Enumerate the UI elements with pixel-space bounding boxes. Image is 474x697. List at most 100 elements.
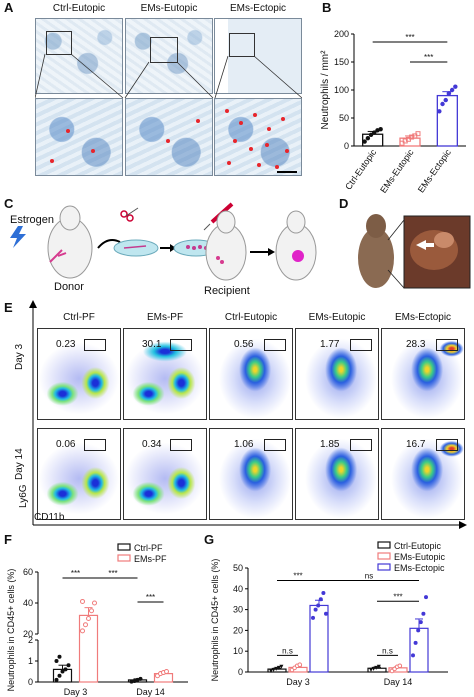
neutrophil-marker xyxy=(166,139,170,143)
legend-swatch xyxy=(117,554,131,562)
flow-y-axis-label: Ly6G xyxy=(18,484,29,508)
data-point xyxy=(274,666,279,671)
x-tick-label: EMs-Eutopic xyxy=(378,147,416,195)
data-point xyxy=(313,607,318,612)
data-point xyxy=(365,135,371,141)
data-point xyxy=(413,640,418,645)
petri-dish-icon xyxy=(113,239,159,257)
gate-percentage: 0.23 xyxy=(56,339,76,350)
mouse-photo xyxy=(348,210,473,295)
y-axis-label: Neutrophils in CD45+ cells (%) xyxy=(6,569,16,692)
data-point xyxy=(371,666,376,671)
y-tick-label: 40 xyxy=(23,598,33,608)
y-tick-label: 50 xyxy=(339,113,349,123)
neutrophil-marker xyxy=(91,149,95,153)
data-point xyxy=(54,677,59,682)
data-point xyxy=(318,597,323,602)
flow-plot: 1.85 xyxy=(295,428,379,520)
gate-box xyxy=(84,339,106,351)
zoom-box xyxy=(46,31,72,55)
row-label-day14: Day 14 xyxy=(14,448,25,480)
data-point xyxy=(416,628,421,633)
flow-plot: 0.34 xyxy=(123,428,207,520)
panel-label-c: C xyxy=(4,196,14,211)
y-tick-label: 20 xyxy=(233,625,243,635)
recipient-mouse-icon xyxy=(205,210,247,281)
data-point xyxy=(369,667,373,672)
data-point xyxy=(92,600,97,606)
data-point xyxy=(453,84,458,89)
panel-label-g: G xyxy=(204,532,215,547)
y-tick-label: 30 xyxy=(233,605,243,615)
bar xyxy=(52,668,73,683)
data-point xyxy=(446,91,452,96)
data-point xyxy=(311,615,315,620)
significance-label: *** xyxy=(405,33,414,42)
gate-percentage: 0.06 xyxy=(56,439,76,450)
significance-label: *** xyxy=(293,571,302,580)
gate-box xyxy=(350,439,372,451)
data-point xyxy=(362,139,367,144)
y-tick-label: 200 xyxy=(334,29,349,39)
arrow-pointer-icon xyxy=(416,240,434,250)
significance-label: *** xyxy=(393,592,402,601)
neutrophil-marker xyxy=(66,129,70,133)
data-point xyxy=(372,130,377,135)
data-point xyxy=(57,673,62,678)
flow-x-axis-label: CD11b xyxy=(34,512,65,523)
histology-ems-eutopic-low xyxy=(125,18,213,94)
flow-column-header: EMs-Eutopic xyxy=(308,312,366,323)
x-tick-label: Day 3 xyxy=(286,677,310,687)
histology-ctrl-eutopic-low xyxy=(35,18,123,94)
significance-label: n.s xyxy=(382,646,393,655)
flow-axes-arrows xyxy=(29,300,467,529)
chart-b-neutrophil-density: 0 50 100 150 200 Neutrophils / mm² Ctrl-Eutopi… xyxy=(320,29,466,195)
scale-bar xyxy=(277,171,297,173)
gate-box xyxy=(170,439,192,451)
gate-percentage: 1.06 xyxy=(234,439,254,450)
data-point xyxy=(89,608,94,614)
gate-percentage: 0.56 xyxy=(234,339,254,350)
y-tick-label: 150 xyxy=(334,57,349,67)
data-point xyxy=(297,662,303,668)
neutrophil-marker xyxy=(196,119,200,123)
arrow-icon xyxy=(97,239,121,249)
data-point xyxy=(449,87,455,93)
y-tick-label: 10 xyxy=(233,646,243,656)
donor-label: Donor xyxy=(54,281,84,293)
histology-ems-eutopic-high xyxy=(125,98,213,176)
significance-label: *** xyxy=(146,593,155,602)
data-point xyxy=(135,677,140,682)
histology-ems-ectopic-low xyxy=(214,18,302,94)
bar xyxy=(436,94,458,147)
gate-box xyxy=(84,439,106,451)
legend-swatch xyxy=(377,541,391,549)
significance-label: *** xyxy=(108,569,117,578)
y-tick-label: 50 xyxy=(233,563,243,573)
flow-column-header: Ctrl-Eutopic xyxy=(224,312,278,323)
y-tick-label: 0 xyxy=(28,677,33,687)
histology-ems-ectopic-high xyxy=(214,98,302,176)
gate-box xyxy=(264,339,286,351)
bar xyxy=(78,614,99,683)
neutrophil-marker xyxy=(50,159,54,163)
zoom-box xyxy=(150,37,178,63)
gate-box xyxy=(436,339,458,351)
data-point xyxy=(321,590,326,595)
flow-column-header: EMs-PF xyxy=(146,312,184,323)
panel-a-header-ems-eutopic: EMs-Eutopic xyxy=(140,3,198,14)
y-axis-label: Neutrophils / mm² xyxy=(320,50,331,130)
y-tick-label: 0 xyxy=(238,667,243,677)
data-point xyxy=(421,611,426,616)
x-tick-label: Day 3 xyxy=(64,687,88,697)
legend-swatch xyxy=(377,563,391,571)
recipient-label: Recipient xyxy=(204,285,250,297)
data-point xyxy=(324,611,328,616)
y-tick-label: 1 xyxy=(28,656,33,666)
data-point xyxy=(138,676,143,681)
gate-percentage: 0.34 xyxy=(142,439,162,450)
data-point xyxy=(86,616,91,621)
y-tick-label: 100 xyxy=(334,85,349,95)
data-point xyxy=(415,131,421,137)
data-point xyxy=(132,678,137,683)
